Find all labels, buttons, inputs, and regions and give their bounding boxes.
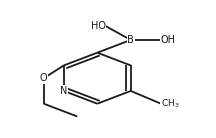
Text: CH$_3$: CH$_3$ [161,97,179,110]
Text: OH: OH [161,35,176,45]
Text: O: O [40,73,48,83]
Text: N: N [60,86,68,96]
Text: B: B [127,35,134,45]
Text: HO: HO [91,21,106,31]
